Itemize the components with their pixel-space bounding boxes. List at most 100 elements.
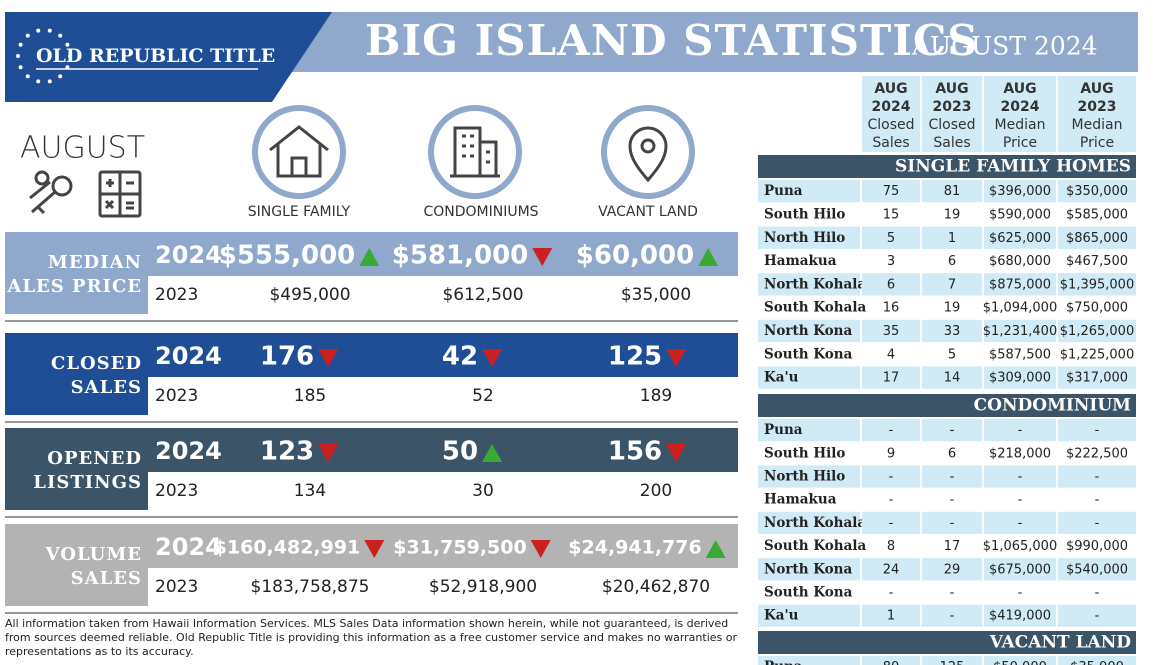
current-row (148, 428, 738, 472)
cell-bg (922, 656, 982, 665)
previous-year: 2023 (155, 577, 198, 597)
cell-bg (862, 366, 920, 389)
cell-bg (862, 558, 920, 581)
row-label: North Kohala (764, 515, 866, 531)
cell-bg (1058, 511, 1136, 534)
column-header: Price (1080, 135, 1114, 151)
cell-bg (984, 604, 1056, 627)
logo-star (65, 42, 70, 47)
cell: 6 (948, 254, 956, 269)
cell: 5 (887, 231, 895, 246)
building-icon (428, 105, 522, 199)
section-bar (758, 631, 1136, 654)
cell-bg (862, 319, 920, 343)
row-label: North Kohala (764, 276, 866, 292)
previous-value: 189 (640, 386, 672, 406)
logo-text: OLD REPUBLIC TITLE (36, 45, 275, 67)
previous-year: 2023 (155, 386, 198, 406)
cell: $419,000 (989, 609, 1051, 624)
column-header: AUG (1003, 81, 1036, 97)
cell: $587,500 (989, 347, 1051, 362)
previous-value: $183,758,875 (251, 577, 370, 597)
current-value: 50 (442, 437, 478, 467)
cell-bg (862, 604, 920, 627)
previous-year: 2023 (155, 481, 198, 501)
cell-bg (984, 419, 1056, 442)
cell: - (1095, 493, 1100, 508)
previous-value: $52,918,900 (429, 577, 537, 597)
cell-bg (862, 656, 920, 665)
section-title: CONDOMINIUM (974, 396, 1132, 416)
column-header: AUG (935, 81, 968, 97)
property-type: CONDOMINIUMS (423, 204, 538, 220)
trend-down (532, 248, 553, 266)
cell: - (1018, 423, 1023, 438)
column-header: Sales (872, 135, 909, 151)
cell-bg (984, 319, 1056, 343)
trend-down (666, 444, 687, 462)
cell-bg (758, 558, 860, 581)
cell: 9 (887, 446, 895, 461)
column-header: 2024 (872, 99, 911, 115)
cell-bg (862, 273, 920, 296)
cell: $590,000 (989, 207, 1051, 222)
cell: 7 (948, 277, 956, 292)
column-header-bg (1058, 76, 1136, 152)
cell: 3 (887, 254, 895, 269)
section-bar (758, 394, 1136, 417)
metric-label-box (5, 333, 148, 415)
disclaimer: All information taken from Hawaii Inform… (5, 617, 728, 630)
column-header: 2024 (1001, 99, 1040, 115)
current-value: 125 (608, 342, 662, 372)
cell: - (889, 423, 894, 438)
cell-bg (922, 366, 982, 389)
row-label: Puna (764, 422, 803, 438)
cell: $680,000 (989, 254, 1051, 269)
row-label: South Kohala (764, 538, 866, 554)
cell: $50,000 (993, 660, 1047, 665)
trend-up (359, 248, 380, 266)
cell-bg (758, 226, 860, 249)
trend-down (530, 540, 551, 558)
cell-bg (984, 366, 1056, 389)
cell: $1,265,000 (1060, 324, 1134, 339)
cell: 6 (948, 446, 956, 461)
previous-value: $612,500 (442, 285, 523, 305)
metric-label: OPENED (47, 448, 142, 469)
previous-value: 52 (472, 386, 494, 406)
cell-bg (984, 465, 1056, 488)
previous-value: $20,462,870 (602, 577, 710, 597)
previous-value: $35,000 (621, 285, 691, 305)
current-value: $24,941,776 (568, 537, 701, 559)
logo-star (36, 79, 41, 84)
cell: $585,000 (1066, 207, 1128, 222)
column-header-bg (984, 76, 1056, 152)
logo-star (25, 74, 30, 79)
keys-icon (29, 170, 73, 215)
logo-star (47, 28, 52, 33)
pin-icon (601, 105, 695, 199)
cell-bg (758, 419, 860, 442)
cell-bg (862, 511, 920, 534)
cell: $1,231,400 (983, 324, 1057, 339)
row-label: North Kona (764, 561, 852, 577)
logo-star (18, 42, 23, 47)
current-year: 2024 (155, 241, 222, 269)
cell: 125 (940, 660, 965, 665)
logo-star (16, 54, 20, 58)
cell-bg (758, 180, 860, 203)
logo-star (47, 79, 52, 84)
metric-label: LISTINGS (33, 472, 142, 493)
cell: 15 (883, 207, 900, 222)
cell-bg (758, 511, 860, 534)
column-header: 2023 (933, 99, 972, 115)
column-header: Median (995, 117, 1046, 133)
logo-star (18, 65, 23, 70)
row-label: Hamakua (764, 253, 837, 269)
property-type: SINGLE FAMILY (248, 204, 351, 220)
logo-panel (5, 12, 332, 102)
metric-label: SALES (71, 568, 142, 589)
cell-bg (1058, 180, 1136, 203)
calculator-icon (98, 170, 142, 218)
